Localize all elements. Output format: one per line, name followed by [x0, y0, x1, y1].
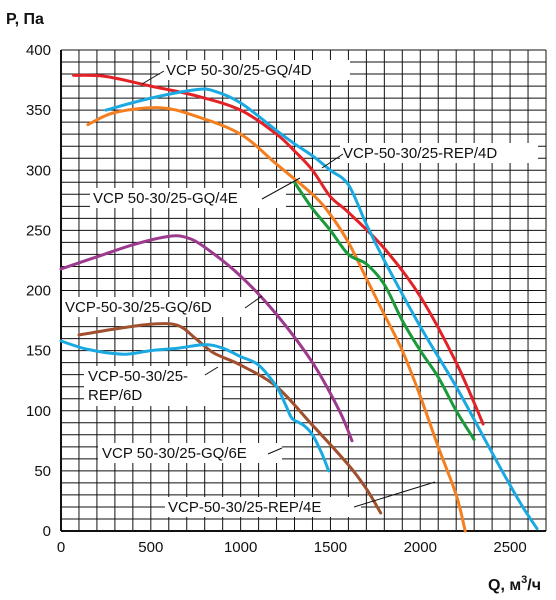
leader-gq6e [267, 447, 283, 455]
y-tick-label: 400 [26, 42, 51, 59]
annotation-gq4e: VCP 50-30/25-GQ/4E [93, 190, 238, 207]
y-tick-label: 100 [26, 403, 51, 420]
series-line-6 [77, 322, 383, 515]
tick-labels: 0 50 100 150 200 250 300 350 400 0 500 1000 1500 2000… [26, 42, 527, 556]
y-tick-label: 300 [26, 162, 51, 179]
x-axis-title-main: Q, м [488, 577, 521, 594]
annotation-gq6e: VCP 50-30/25-GQ/6E [102, 445, 247, 462]
annotation-gq6d: VCP-50-30/25-GQ/6D [65, 299, 212, 316]
series-line-1 [72, 73, 485, 426]
series-line-2 [104, 87, 539, 531]
x-tick-label: 1000 [224, 539, 257, 556]
leader-gq4e [261, 177, 301, 200]
y-tick-label: 350 [26, 102, 51, 119]
series-line-7 [59, 339, 331, 473]
series-line-3 [86, 106, 467, 533]
x-axis-title-sup: 3 [521, 574, 527, 586]
annotations: VCP 50-30/25-GQ/4D VCP-50-30/25-REP/4D V… [62, 60, 538, 517]
x-tick-label: 1500 [314, 539, 347, 556]
annotation-rep6d-line2: REP/6D [88, 387, 142, 404]
y-tick-label: 50 [34, 463, 51, 480]
annotation-rep4e: VCP-50-30/25-REP/4E [168, 499, 321, 516]
x-tick-label: 2000 [404, 539, 437, 556]
leader-gq4d [141, 70, 165, 85]
x-axis-title: Q, м3/ч [488, 574, 541, 594]
x-tick-label: 500 [138, 539, 163, 556]
series-line-5 [59, 234, 354, 443]
leader-rep4e [353, 481, 436, 508]
y-tick-label: 150 [26, 343, 51, 360]
x-tick-label: 0 [57, 539, 65, 556]
annotation-gq4d: VCP 50-30/25-GQ/4D [166, 62, 312, 79]
x-axis-title-tail: /ч [527, 577, 541, 594]
leader-gq6d [244, 295, 263, 309]
y-axis-title: P, Па [6, 11, 44, 28]
series-line-4 [293, 180, 476, 442]
x-tick-label: 2500 [493, 539, 526, 556]
annotation-rep6d-line1: VCP-50-30/25- [88, 368, 188, 385]
y-tick-label: 200 [26, 283, 51, 300]
y-tick-label: 250 [26, 222, 51, 239]
series-lines [59, 73, 539, 533]
annotation-rep4d: VCP-50-30/25-REP/4D [343, 145, 497, 162]
y-tick-label: 0 [43, 523, 51, 540]
leader-rep4d [321, 153, 344, 169]
leader-rep6d [204, 366, 219, 376]
